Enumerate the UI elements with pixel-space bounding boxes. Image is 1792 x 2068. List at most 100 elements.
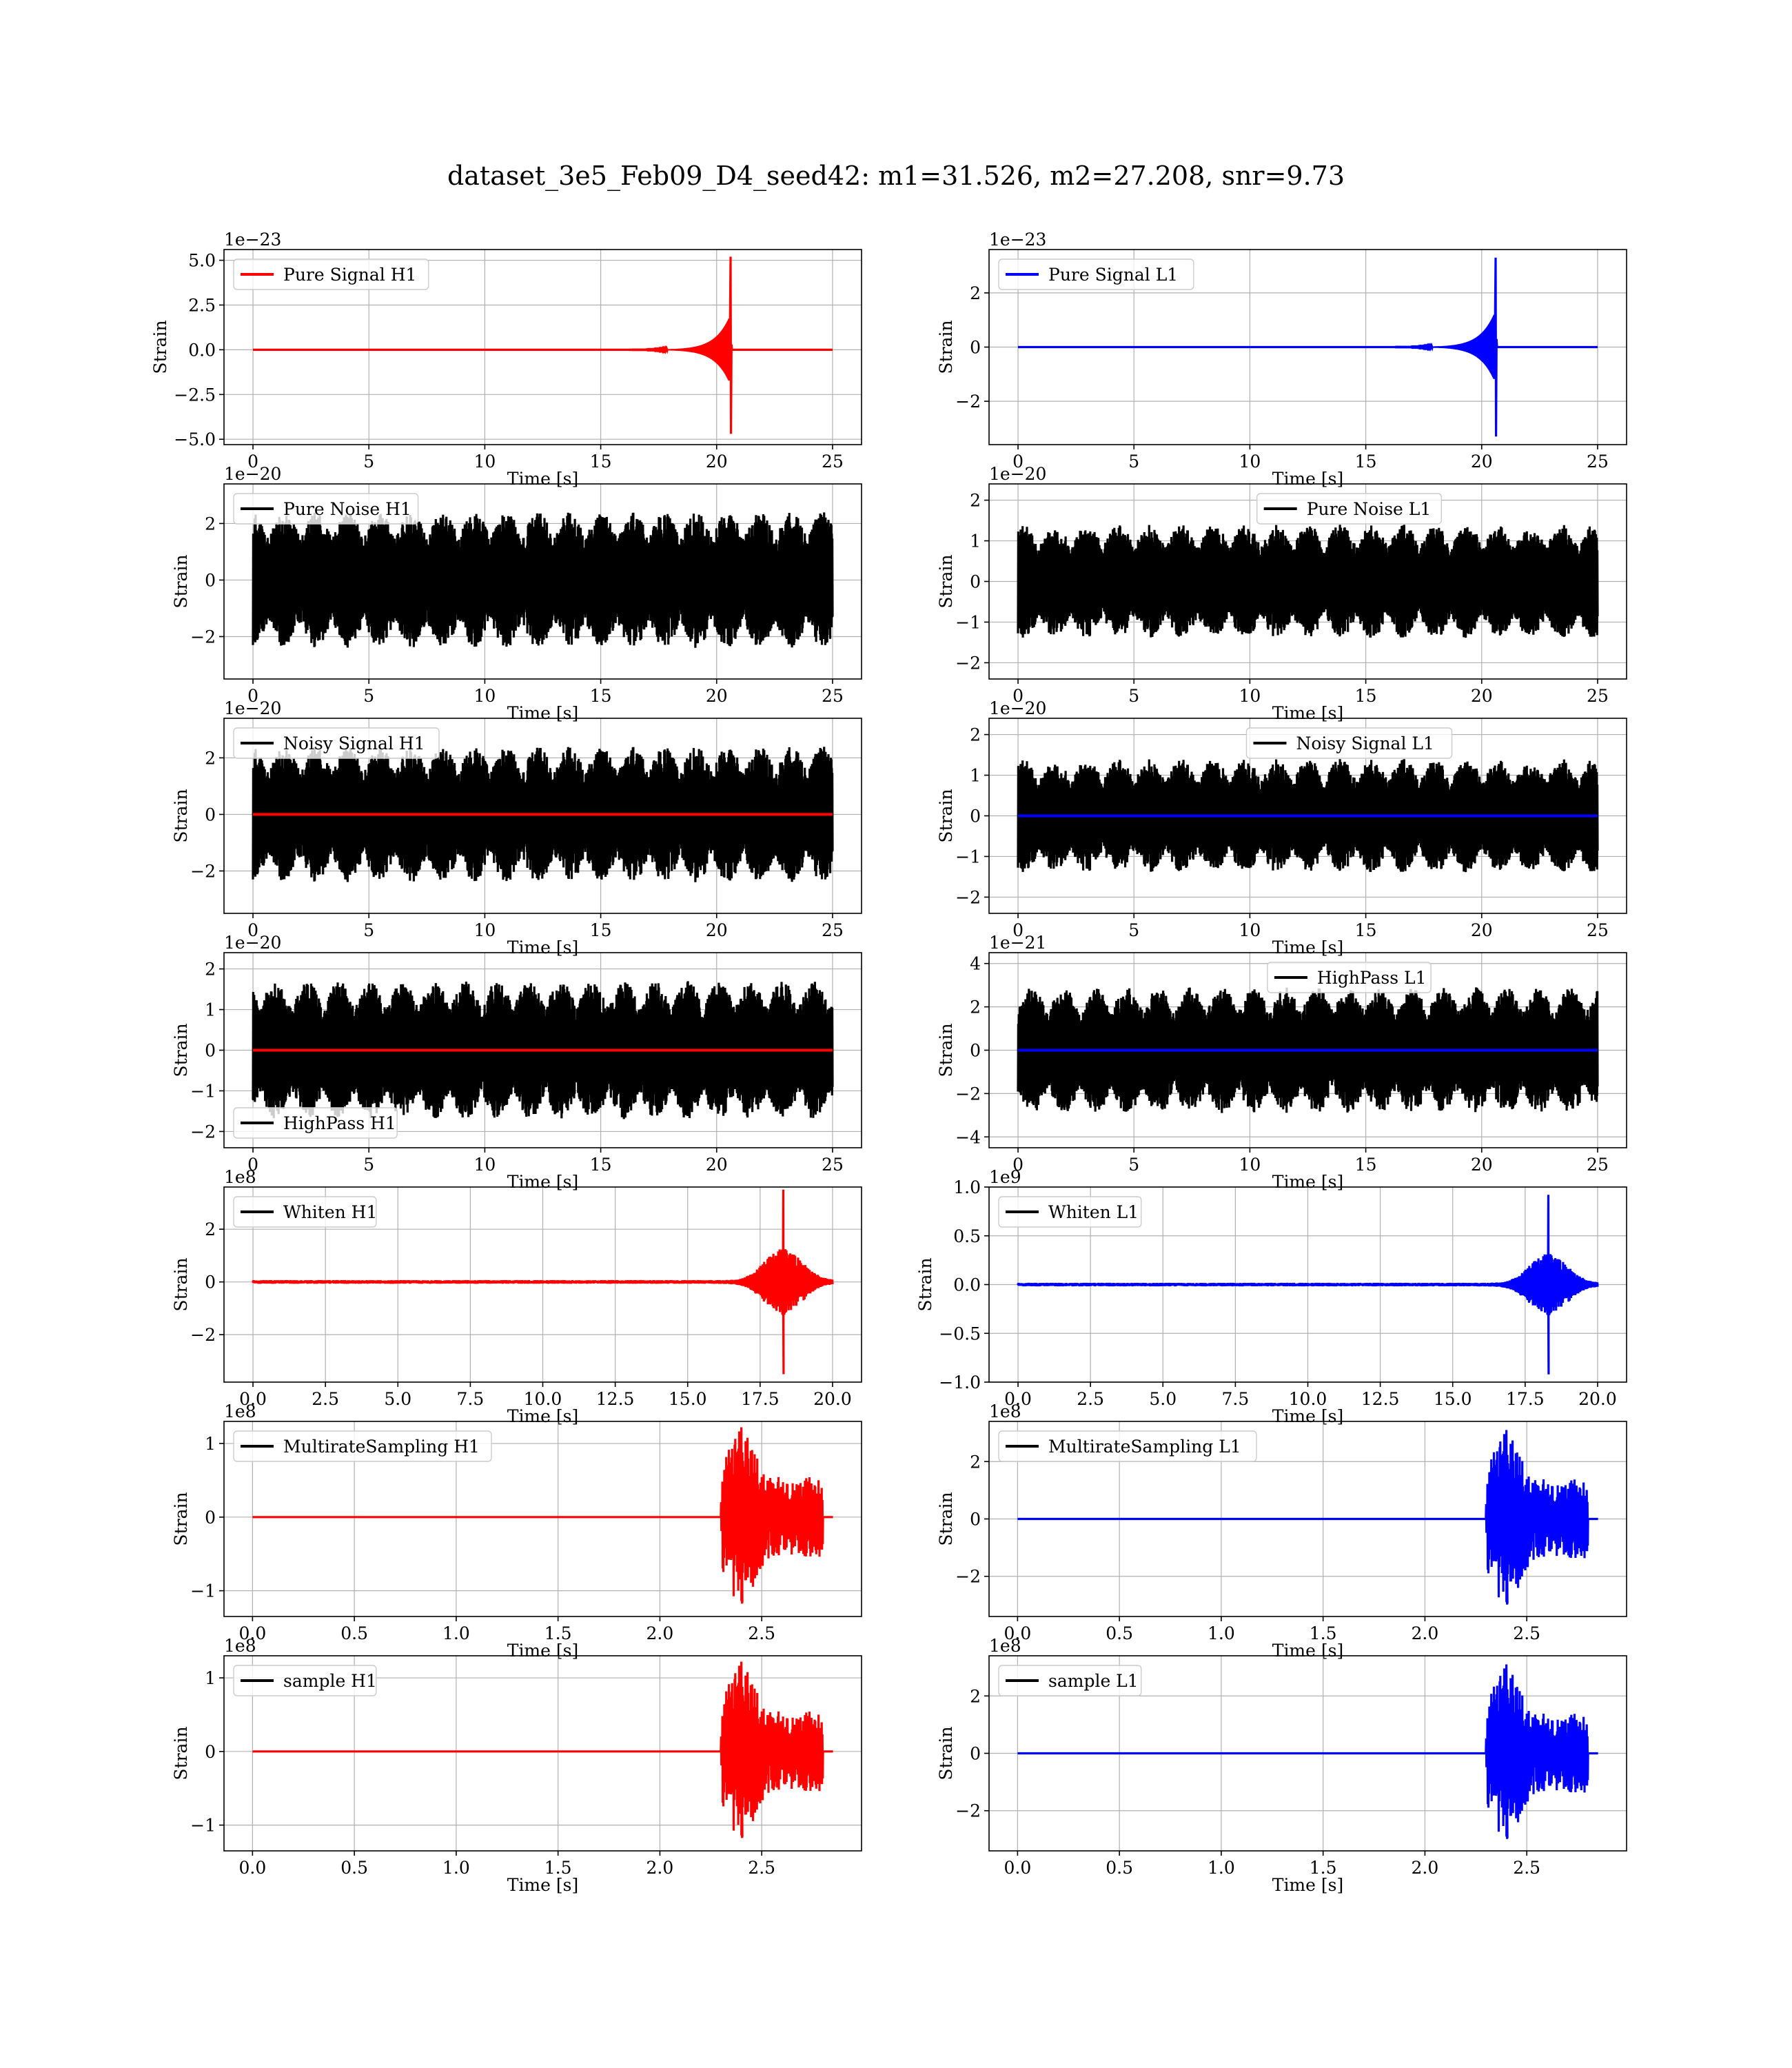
x-tick-label: 2.0 <box>646 1623 674 1643</box>
legend-label: Pure Noise L1 <box>1307 499 1432 519</box>
y-axis-label: Strain <box>150 320 170 374</box>
plot-area <box>252 981 834 1119</box>
y-tick-label: 4 <box>970 954 981 974</box>
plot-area <box>252 512 834 648</box>
x-tick-label: 0.0 <box>238 1858 266 1878</box>
plot-area <box>252 747 834 882</box>
x-tick-label: 0.0 <box>1004 1858 1031 1878</box>
plot-area <box>1017 525 1599 638</box>
x-axis-label: Time [s] <box>507 469 578 489</box>
series-pure-noise-l1-line <box>1017 525 1599 638</box>
x-tick-label: 2.5 <box>748 1623 775 1643</box>
legend: MultirateSampling L1 <box>998 1430 1257 1462</box>
y-tick-label: 0 <box>970 572 981 592</box>
legend-label: HighPass L1 <box>1317 968 1427 988</box>
axes-frame <box>223 1655 862 1852</box>
y-tick-label: −1.0 <box>939 1372 981 1392</box>
x-tick-label: 20 <box>706 1155 728 1175</box>
y-tick-label: −2 <box>190 1325 216 1345</box>
y-tick-label: 0 <box>970 1744 981 1764</box>
y-tick-label: 2 <box>970 1452 981 1472</box>
x-tick-label: 2.5 <box>1077 1389 1104 1409</box>
y-axis-label: Strain <box>936 1023 956 1077</box>
legend-label: MultirateSampling L1 <box>1048 1437 1241 1457</box>
series-pure-signal-l1-line <box>1018 257 1598 437</box>
x-tick-label: 25 <box>1587 1155 1609 1175</box>
y-tick-label: −2 <box>190 1122 216 1142</box>
subplot-5: 0 5 10 15 20 25 −2 0 2 1e−20 Time [s] Strain Noisy S… <box>171 698 862 957</box>
plot-area <box>253 256 833 434</box>
x-axis-label: Time [s] <box>507 703 578 723</box>
plot-area <box>1018 257 1598 437</box>
y-tick-label: −2 <box>190 861 216 881</box>
x-tick-label: 0.5 <box>340 1623 368 1643</box>
series-multiratesampling-l1-line <box>1017 1430 1598 1605</box>
subplot-9: 0.0 2.5 5.0 7.5 10.0 12.5 15.0 17.5 20.0 −2 0 2 1e8 T… <box>171 1167 862 1426</box>
x-tick-label: 1.0 <box>1208 1858 1235 1878</box>
y-tick-label: 2 <box>970 997 981 1017</box>
x-tick-label: 0 <box>1012 686 1024 706</box>
legend-box <box>233 258 429 290</box>
x-tick-label: 0.5 <box>1106 1623 1133 1643</box>
axes-frame <box>223 249 862 445</box>
y-tick-label: 1 <box>970 531 981 551</box>
y-tick-label: 0 <box>970 1510 981 1530</box>
series-multiratesampling-h1-line <box>252 1427 833 1604</box>
x-tick-label: 15 <box>1355 920 1377 940</box>
x-tick-label: 20.0 <box>813 1389 852 1409</box>
axis-offset-text: 1e8 <box>224 1167 256 1187</box>
y-tick-label: 0 <box>205 570 216 590</box>
y-tick-label: 2 <box>970 1686 981 1706</box>
x-tick-label: 20 <box>706 686 728 706</box>
subplot-8: 0 5 10 15 20 25 −4 −2 0 2 4 1e−21 Time [s] Strain High… <box>936 933 1627 1192</box>
plot-area <box>252 1189 834 1375</box>
x-tick-label: 15 <box>1355 686 1377 706</box>
axes-frame <box>223 718 862 914</box>
axis-offset-text: 1e8 <box>989 1636 1021 1656</box>
x-tick-label: 0 <box>247 920 258 940</box>
axis-offset-text: 1e−20 <box>989 698 1046 718</box>
y-tick-label: 1.0 <box>953 1177 981 1197</box>
legend-label: Whiten H1 <box>283 1202 377 1222</box>
x-tick-label: 10 <box>1239 920 1261 940</box>
x-tick-label: 1.5 <box>1310 1858 1337 1878</box>
legend-label: HighPass H1 <box>283 1113 396 1133</box>
plot-area <box>252 1427 833 1604</box>
x-axis-label: Time [s] <box>507 1875 578 1895</box>
legend: HighPass L1 <box>1267 962 1432 993</box>
plot-area <box>1017 1195 1599 1375</box>
y-tick-label: 1 <box>205 1000 216 1020</box>
axis-offset-text: 1e8 <box>224 1401 256 1421</box>
legend-label: Noisy Signal L1 <box>1296 733 1434 753</box>
y-tick-label: 2 <box>970 283 981 303</box>
x-tick-label: 20 <box>706 452 728 472</box>
x-tick-label: 25 <box>1587 686 1609 706</box>
y-axis-label: Strain <box>171 1023 191 1077</box>
legend-label: Pure Signal H1 <box>283 265 416 285</box>
x-tick-label: 25 <box>822 686 844 706</box>
y-tick-label: 0 <box>970 807 981 827</box>
y-tick-label: −2 <box>955 1801 981 1821</box>
legend-label: Pure Noise H1 <box>283 499 411 519</box>
x-tick-label: 5 <box>363 686 374 706</box>
x-tick-label: 1.0 <box>442 1623 470 1643</box>
y-axis-label: Strain <box>936 320 956 374</box>
subplot-7: 0 5 10 15 20 25 −2 −1 0 1 2 1e−20 Time [s] Strain High… <box>171 933 862 1192</box>
x-tick-label: 15 <box>590 1155 612 1175</box>
x-axis-label: Time [s] <box>1272 1406 1343 1426</box>
y-tick-label: 0 <box>970 338 981 358</box>
axis-offset-text: 1e−23 <box>989 230 1046 250</box>
x-tick-label: 5 <box>1128 452 1139 472</box>
legend-label: sample L1 <box>1048 1671 1139 1691</box>
axis-offset-text: 1e−21 <box>989 933 1046 953</box>
x-tick-label: 0 <box>1012 920 1024 940</box>
legend-label: Pure Signal L1 <box>1048 265 1178 285</box>
x-tick-label: 12.5 <box>1361 1389 1400 1409</box>
subplot-13: 0.0 0.5 1.0 1.5 2.0 2.5 −1 0 1 1e8 Time [s] Strain s… <box>171 1636 862 1895</box>
legend: Whiten H1 <box>233 1196 377 1228</box>
legend-label: sample H1 <box>283 1671 377 1691</box>
axes-frame <box>223 1421 862 1617</box>
y-tick-label: 0.0 <box>188 340 216 360</box>
